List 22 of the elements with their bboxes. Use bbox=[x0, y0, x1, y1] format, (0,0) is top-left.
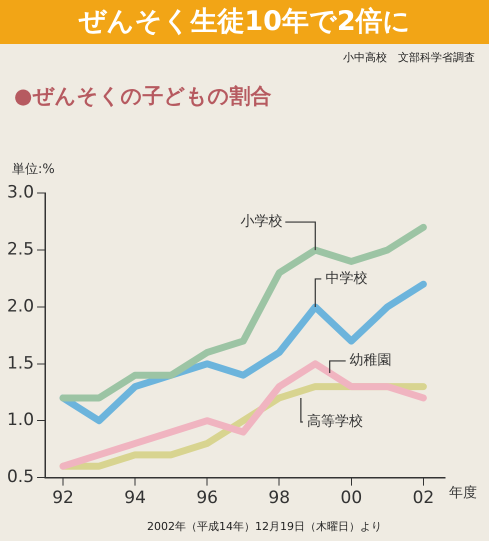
text: 小学校 bbox=[240, 214, 282, 230]
x-tick-label: 92 bbox=[52, 488, 74, 508]
series-label: 幼稚園 bbox=[350, 352, 392, 369]
y-tick-label: 0.5 bbox=[6, 467, 34, 488]
series-label: 高等学校 bbox=[306, 414, 363, 430]
text: 小中高校 文部科学省調査 bbox=[343, 50, 475, 65]
series-label: 中学校 bbox=[325, 270, 368, 287]
x-tick-label: 96 bbox=[196, 488, 218, 508]
x-tick-label: 94 bbox=[124, 488, 146, 508]
x-axis-title: 年度 bbox=[449, 485, 477, 502]
y-tick-label: 2.5 bbox=[6, 240, 34, 260]
y-tick-label: 3.0 bbox=[6, 182, 34, 203]
y-axis-title: 単位:% bbox=[12, 161, 55, 178]
y-tick-label: 1.0 bbox=[6, 410, 34, 430]
y-tick-label: 2.0 bbox=[6, 296, 34, 316]
x-tick-label: 02 bbox=[412, 488, 434, 508]
chart-subtitle: ●ぜんそくの子どもの割合 bbox=[14, 83, 272, 110]
chart-title: ぜんそく生徒10年で2倍に bbox=[0, 0, 489, 44]
x-tick-label: 98 bbox=[268, 488, 290, 508]
y-tick-label: 1.5 bbox=[6, 353, 34, 374]
x-tick-label: 00 bbox=[340, 488, 362, 508]
text: 2002年（平成14年）12月19日（木曜日）より bbox=[146, 519, 383, 534]
